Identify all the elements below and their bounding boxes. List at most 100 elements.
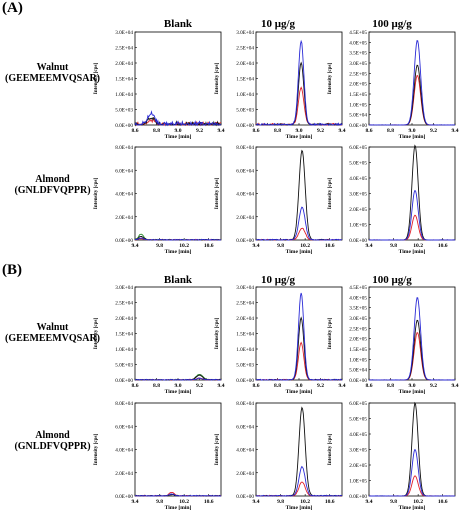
y-tick-label: 4.0E+05: [349, 295, 367, 301]
y-tick-label: 2.0E+04: [236, 471, 254, 477]
y-tick-label: 1.0E+05: [349, 223, 367, 229]
x-tick-label: 10.6: [325, 499, 335, 505]
column-header-100: 100 μg/g: [372, 18, 412, 30]
y-tick-label: 4.5E+05: [349, 30, 367, 36]
row-label-walnut: Walnut (GEEMEEMVQSAR): [0, 62, 105, 84]
y-tick-label: 0.0E+00: [115, 123, 133, 129]
y-tick-label: 8.0E+04: [115, 401, 133, 407]
x-axis-label: Time [min]: [399, 134, 426, 140]
x-tick-label: 9.4: [218, 128, 225, 134]
y-tick-label: 0.0E+00: [349, 238, 367, 244]
y-tick-label: 0.0E+00: [236, 238, 254, 244]
x-tick-label: 10.2: [413, 499, 423, 505]
x-axis-label: Time [min]: [286, 134, 313, 140]
row-name: Walnut: [36, 62, 69, 73]
row-name: Almond: [35, 430, 70, 441]
x-tick-label: 9.0: [175, 383, 182, 389]
trace-blue: [134, 110, 222, 127]
column-header-100: 100 μg/g: [372, 274, 412, 286]
x-tick-label: 9.2: [317, 383, 324, 389]
y-tick-label: 5.0E+03: [236, 108, 254, 114]
chromatogram-a-walnut-2: 0.0E+00 5.0E+04 1.0E+05 1.5E+05 2.0E+05 2.5E+…: [327, 30, 459, 140]
panel-letter-b: (B): [2, 262, 22, 278]
trace-black: [368, 64, 456, 126]
x-tick-label: 9.4: [339, 128, 346, 134]
column-header-blank: Blank: [163, 274, 193, 286]
y-tick-label: 5.0E+04: [349, 113, 367, 119]
x-axis-label: Time [min]: [286, 389, 313, 395]
y-tick-label: 4.0E+05: [349, 40, 367, 46]
x-tick-label: 8.6: [253, 128, 260, 134]
y-tick-label: 1.0E+05: [349, 102, 367, 108]
x-tick-label: 9.2: [196, 383, 203, 389]
x-tick-label: 9.2: [317, 128, 324, 134]
row-peptide: (GNLDFVQPPR): [14, 185, 91, 196]
x-tick-label: 10.2: [413, 243, 423, 249]
y-axis-label: Intensity [cps]: [327, 62, 333, 94]
trace-black: [255, 61, 343, 126]
y-tick-label: 5.0E+03: [115, 108, 133, 114]
trace-blue: [368, 448, 456, 497]
y-tick-label: 2.0E+04: [115, 471, 133, 477]
y-tick-label: 1.5E+04: [236, 77, 254, 83]
y-tick-label: 0.0E+00: [115, 494, 133, 500]
y-tick-label: 2.0E+04: [236, 215, 254, 221]
y-tick-label: 1.5E+04: [236, 332, 254, 338]
panel-letter-a: (A): [2, 0, 23, 16]
y-tick-label: 1.5E+05: [349, 92, 367, 98]
x-tick-label: 9.8: [277, 499, 284, 505]
y-tick-label: 8.0E+04: [236, 401, 254, 407]
x-tick-label: 9.0: [409, 128, 416, 134]
y-tick-label: 2.5E+04: [115, 46, 133, 52]
x-tick-label: 9.0: [296, 128, 303, 134]
x-tick-label: 10.6: [204, 499, 214, 505]
y-tick-label: 2.5E+05: [349, 71, 367, 77]
y-tick-label: 1.5E+05: [349, 347, 367, 353]
x-tick-label: 10.6: [204, 243, 214, 249]
y-tick-label: 5.0E+05: [349, 161, 367, 167]
y-tick-label: 5.0E+03: [236, 363, 254, 369]
trace-black: [134, 116, 222, 127]
row-name: Walnut: [36, 322, 69, 333]
y-tick-label: 3.5E+05: [349, 51, 367, 57]
x-tick-label: 9.4: [452, 383, 459, 389]
trace-blue: [134, 377, 222, 381]
row-peptide: (GEEMEEMVQSAR): [5, 333, 100, 344]
y-tick-label: 3.0E+04: [236, 30, 254, 36]
x-tick-label: 10.6: [438, 243, 448, 249]
x-tick-label: 9.8: [390, 243, 397, 249]
y-tick-label: 0.0E+00: [236, 378, 254, 384]
y-tick-label: 6.0E+04: [115, 424, 133, 430]
y-tick-label: 1.0E+05: [349, 357, 367, 363]
y-tick-label: 6.0E+04: [115, 168, 133, 174]
y-tick-label: 4.0E+05: [349, 176, 367, 182]
y-tick-label: 1.0E+05: [349, 479, 367, 485]
y-tick-label: 0.0E+00: [115, 238, 133, 244]
x-tick-label: 9.4: [452, 128, 459, 134]
y-axis-label: Intensity [cps]: [93, 433, 99, 465]
trace-red: [368, 475, 456, 497]
y-tick-label: 5.0E+05: [349, 417, 367, 423]
y-tick-label: 6.0E+04: [236, 168, 254, 174]
chromatogram-a-walnut-1: 0.0E+00 5.0E+03 1.0E+04 1.5E+04 2.0E+04 2.5E+…: [214, 30, 346, 140]
y-tick-label: 1.0E+04: [236, 347, 254, 353]
x-tick-label: 10.6: [438, 499, 448, 505]
y-tick-label: 2.0E+04: [236, 61, 254, 67]
y-tick-label: 0.0E+00: [349, 378, 367, 384]
x-axis-label: Time [min]: [165, 505, 192, 511]
y-tick-label: 8.0E+04: [115, 145, 133, 151]
y-axis-label: Intensity [cps]: [327, 433, 333, 465]
x-tick-label: 8.8: [387, 128, 394, 134]
chromatogram-b-almond-0: 0.0E+00 2.0E+04 4.0E+04 6.0E+04 8.0E+04 9.4 9.…: [93, 401, 222, 511]
x-tick-label: 9.4: [218, 383, 225, 389]
chromatogram-b-almond-1: 0.0E+00 2.0E+04 4.0E+04 6.0E+04 8.0E+04 9.4 9.…: [214, 401, 343, 511]
y-tick-label: 3.0E+05: [349, 61, 367, 67]
x-axis-label: Time [min]: [399, 389, 426, 395]
x-tick-label: 9.4: [253, 499, 260, 505]
x-axis-label: Time [min]: [399, 249, 426, 255]
trace-blue: [256, 206, 343, 241]
y-tick-label: 2.0E+04: [115, 215, 133, 221]
y-axis-label: Intensity [cps]: [93, 317, 99, 349]
y-tick-label: 0.0E+00: [236, 123, 254, 129]
row-peptide: (GNLDFVQPPR): [14, 441, 91, 452]
